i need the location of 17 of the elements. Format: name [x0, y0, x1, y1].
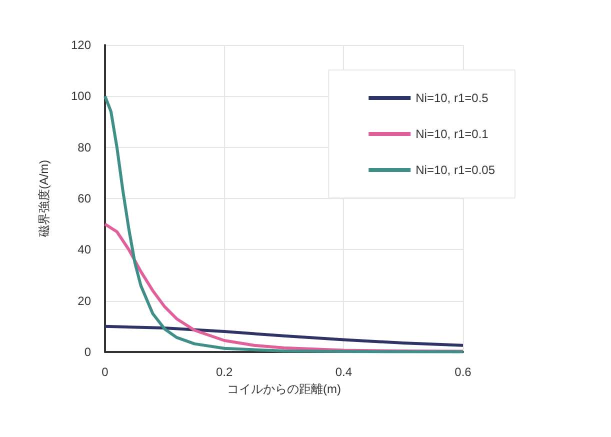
x-tick-label: 0	[102, 365, 109, 379]
y-tick-label: 120	[70, 38, 92, 52]
legend-label: Ni=10, r1=0.5	[416, 91, 489, 105]
y-tick-label: 40	[78, 242, 92, 257]
y-tick-label: 0	[84, 345, 92, 359]
y-tick-label: 100	[70, 89, 92, 104]
y-tick-label: 60	[78, 192, 92, 206]
legend-label: Ni=10, r1=0.05	[416, 163, 496, 177]
x-axis-title: コイルからの距離(m)	[227, 382, 341, 396]
legend-label: Ni=10, r1=0.1	[416, 127, 489, 141]
x-tick-label: 0.6	[454, 365, 472, 379]
y-axis-title: 磁界強度(A/m)	[37, 160, 51, 238]
x-tick-label: 0.4	[335, 365, 352, 379]
line-series	[104, 324, 464, 347]
y-tick-label: 20	[78, 294, 92, 308]
y-tick-label: 80	[78, 140, 92, 154]
x-tick-label: 0.2	[216, 365, 233, 379]
